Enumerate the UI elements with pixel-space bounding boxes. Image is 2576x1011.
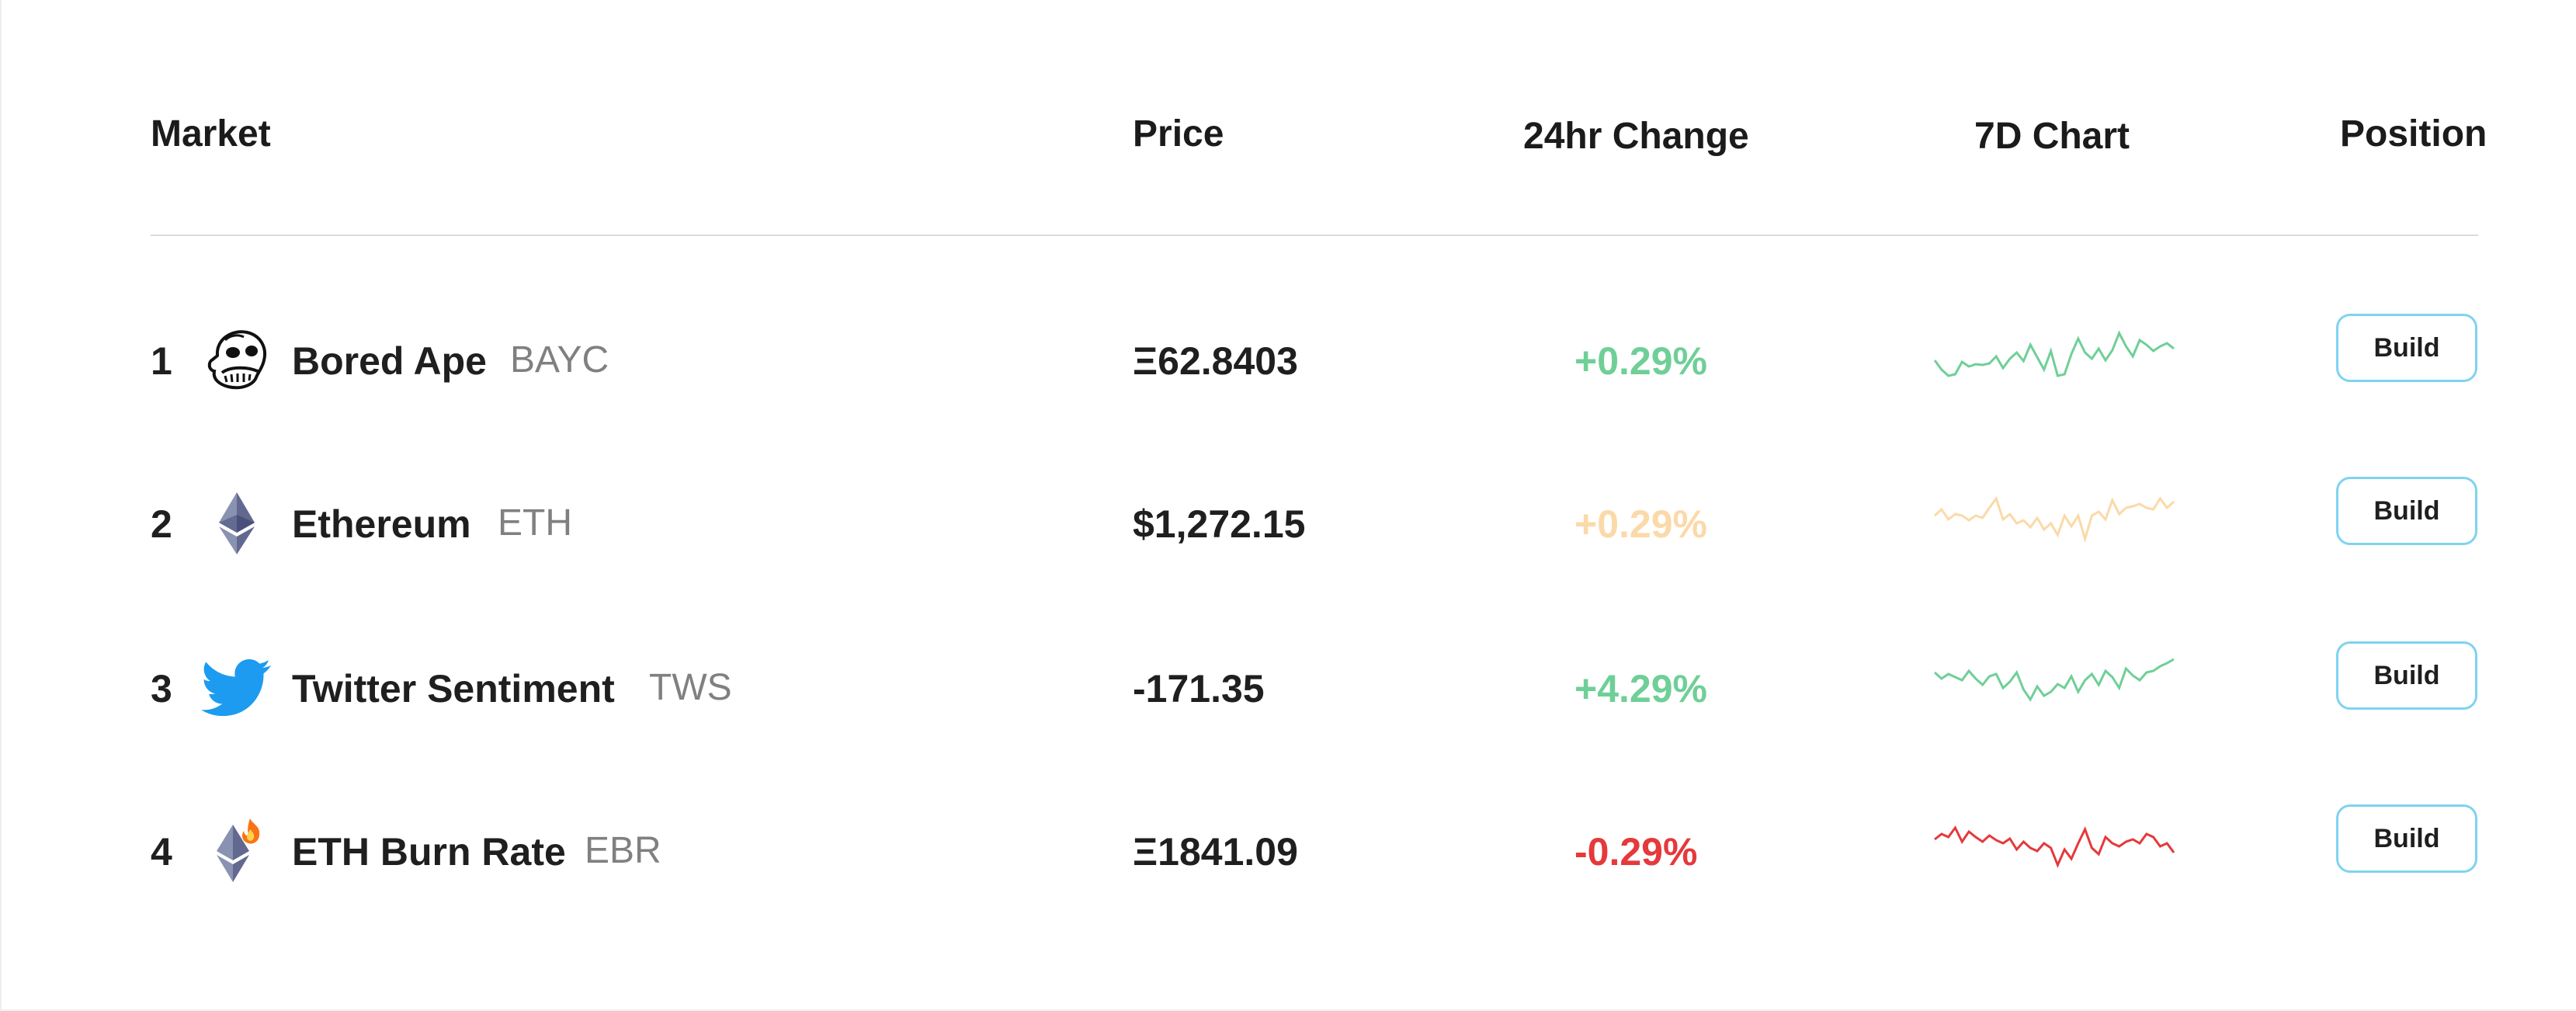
build-button[interactable]: Build bbox=[2336, 477, 2477, 545]
build-button[interactable]: Build bbox=[2336, 804, 2477, 873]
build-button[interactable]: Build bbox=[2336, 314, 2477, 382]
column-header-position: Position bbox=[2340, 113, 2487, 155]
row-rank: 2 bbox=[151, 502, 172, 546]
market-name[interactable]: Bored Ape bbox=[292, 339, 487, 383]
sparkline-chart bbox=[1934, 825, 2175, 868]
build-button[interactable]: Build bbox=[2336, 641, 2477, 710]
market-ticker: TWS bbox=[649, 667, 732, 708]
eth-burn-icon bbox=[202, 815, 272, 885]
market-row[interactable]: 2 Ethereum ETH $1,272.15 +0.29% Build bbox=[2, 477, 2576, 572]
row-rank: 3 bbox=[151, 667, 172, 710]
market-ticker: EBR bbox=[585, 830, 661, 871]
sparkline-chart bbox=[1933, 330, 2175, 377]
market-row[interactable]: 4 ETH Burn Rate EBR Ξ1841.09 -0.29% Buil… bbox=[2, 804, 2576, 899]
market-price: -171.35 bbox=[1133, 667, 1265, 710]
market-change: +0.29% bbox=[1574, 502, 1707, 546]
market-row[interactable]: 1 Bored Ape BAYC Ξ62.8403 +0.29% Build bbox=[2, 314, 2576, 408]
market-ticker: BAYC bbox=[510, 339, 609, 380]
column-header-price[interactable]: Price bbox=[1133, 113, 1224, 155]
market-change: -0.29% bbox=[1574, 830, 1698, 874]
row-rank: 1 bbox=[151, 339, 172, 383]
twitter-bird-icon bbox=[200, 652, 272, 722]
column-header-7d-chart: 7D Chart bbox=[1974, 116, 2130, 157]
market-change: +4.29% bbox=[1574, 667, 1707, 710]
row-rank: 4 bbox=[151, 830, 172, 874]
sparkline-chart bbox=[1933, 495, 2175, 544]
market-price: $1,272.15 bbox=[1133, 502, 1306, 546]
ethereum-icon bbox=[202, 488, 272, 558]
sparkline-chart bbox=[1933, 658, 2175, 702]
market-name[interactable]: Twitter Sentiment bbox=[292, 667, 615, 710]
bored-ape-icon bbox=[202, 325, 272, 394]
market-change: +0.29% bbox=[1574, 339, 1707, 383]
column-header-market[interactable]: Market bbox=[151, 113, 271, 155]
market-row[interactable]: 3 Twitter Sentiment TWS -171.35 +4.29% B… bbox=[2, 641, 2576, 736]
market-price: Ξ62.8403 bbox=[1133, 339, 1298, 383]
market-ticker: ETH bbox=[498, 502, 572, 544]
market-name[interactable]: Ethereum bbox=[292, 502, 471, 546]
header-divider bbox=[151, 235, 2478, 236]
column-header-24hr-change[interactable]: 24hr Change bbox=[1523, 116, 1749, 157]
market-price: Ξ1841.09 bbox=[1133, 830, 1298, 874]
market-name[interactable]: ETH Burn Rate bbox=[292, 830, 566, 874]
